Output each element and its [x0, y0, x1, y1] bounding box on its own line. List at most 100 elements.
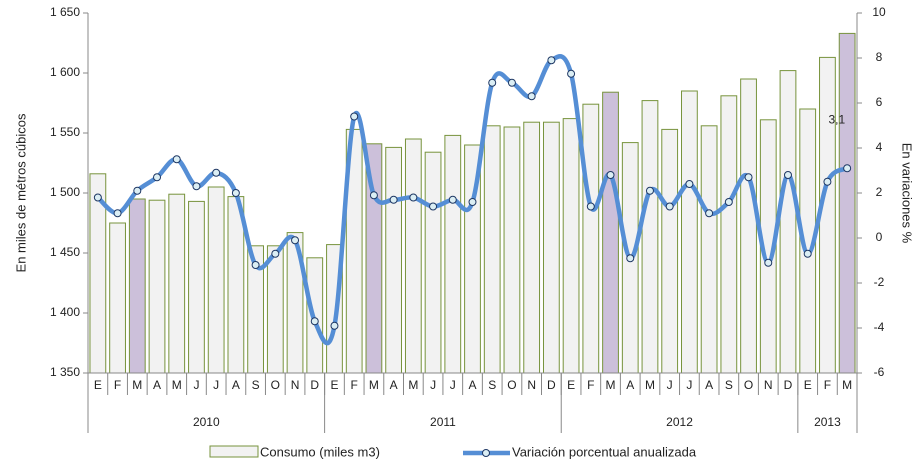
y2-tick-label: 8	[876, 50, 883, 64]
bar	[404, 138, 422, 374]
y-tick-label: 1 500	[50, 185, 80, 199]
x-tick-label: J	[193, 378, 199, 392]
line-marker	[93, 193, 102, 202]
x-tick-label: F	[351, 378, 358, 392]
line-marker	[231, 189, 240, 197]
x-tick-label: O	[271, 378, 280, 392]
bar	[168, 193, 186, 374]
x-tick-label: M	[172, 378, 182, 392]
x-tick-label: J	[686, 378, 692, 392]
line-marker	[547, 56, 556, 65]
line-marker	[685, 180, 694, 188]
x-tick-label: D	[547, 378, 556, 392]
bar	[128, 198, 146, 374]
bar	[424, 151, 442, 374]
line-marker	[389, 195, 398, 204]
line-marker	[645, 186, 654, 195]
line-marker	[172, 155, 181, 164]
bar	[562, 118, 580, 374]
line-marker	[783, 171, 792, 179]
bar	[838, 32, 856, 374]
x-tick-label: M	[369, 378, 379, 392]
line-marker	[409, 193, 418, 202]
line-marker	[488, 78, 497, 87]
x-tick-label: E	[94, 378, 102, 392]
y-tick-label: 1 650	[50, 5, 80, 19]
line-marker	[192, 182, 201, 191]
bar	[444, 134, 462, 374]
bar	[779, 70, 797, 374]
x-tick-label: A	[626, 378, 634, 392]
line-marker	[724, 198, 733, 206]
line-marker	[291, 236, 300, 245]
line-marker	[843, 164, 852, 173]
x-tick-label: F	[587, 378, 594, 392]
x-tick-label: E	[567, 378, 575, 392]
x-tick-label: E	[804, 378, 812, 392]
x-tick-label: J	[430, 378, 436, 392]
line-marker	[468, 198, 477, 206]
y2-tick-label: 0	[876, 230, 883, 244]
y-tick-label: 1 450	[50, 245, 80, 259]
legend-label: Variación porcentual anualizada	[512, 444, 697, 459]
x-tick-label: N	[527, 378, 536, 392]
bar	[819, 56, 836, 374]
line-marker	[133, 186, 142, 195]
bar	[700, 125, 718, 374]
legend-marker	[482, 449, 490, 457]
line-marker	[527, 92, 536, 101]
line-marker	[350, 112, 359, 121]
y-axis-title: En miles de métros cúbicos	[13, 113, 28, 272]
bar	[542, 121, 560, 374]
line-marker	[764, 258, 773, 267]
y2-tick-label: 6	[876, 95, 883, 109]
bar	[523, 121, 541, 374]
line-marker	[507, 78, 516, 87]
x-tick-label: M	[645, 378, 655, 392]
group-label: 2012	[666, 415, 693, 429]
x-tick-label: A	[153, 378, 161, 392]
x-tick-label: O	[744, 378, 753, 392]
x-tick-label: E	[330, 378, 338, 392]
line-marker	[271, 249, 280, 258]
legend-swatch	[209, 445, 259, 458]
x-tick-label: M	[408, 378, 418, 392]
bar	[188, 200, 205, 374]
data-label: 3,1	[828, 112, 845, 126]
bar	[207, 186, 225, 374]
bar	[641, 100, 659, 374]
x-tick-label: A	[705, 378, 713, 392]
group-label: 2013	[814, 415, 841, 429]
bar	[720, 95, 738, 374]
bar	[148, 199, 166, 374]
y-tick-label: 1 600	[50, 65, 80, 79]
bar	[661, 128, 679, 374]
y-tick-label: 1 400	[50, 305, 80, 319]
x-tick-label: N	[291, 378, 300, 392]
y2-tick-label: -2	[874, 275, 885, 289]
x-tick-label: F	[114, 378, 121, 392]
line-marker	[705, 209, 714, 218]
bar	[681, 90, 698, 374]
x-tick-label: M	[606, 378, 616, 392]
line-marker	[665, 202, 674, 211]
y2-axis-title: En variaciones %	[900, 143, 915, 244]
x-tick-label: D	[310, 378, 319, 392]
x-tick-label: D	[784, 378, 793, 392]
bar	[227, 196, 245, 374]
bar	[483, 125, 501, 374]
bar	[582, 103, 600, 374]
bar	[740, 78, 757, 374]
y2-tick-label: 4	[876, 140, 883, 154]
line-marker	[310, 317, 319, 326]
x-tick-label: S	[725, 378, 733, 392]
line-marker	[330, 321, 339, 330]
bar	[385, 146, 403, 374]
line-marker	[606, 171, 615, 179]
line-marker	[586, 202, 595, 211]
y2-tick-label: -4	[874, 320, 885, 334]
x-tick-label: F	[824, 378, 831, 392]
x-tick-label: M	[842, 378, 852, 392]
x-tick-label: S	[252, 378, 260, 392]
